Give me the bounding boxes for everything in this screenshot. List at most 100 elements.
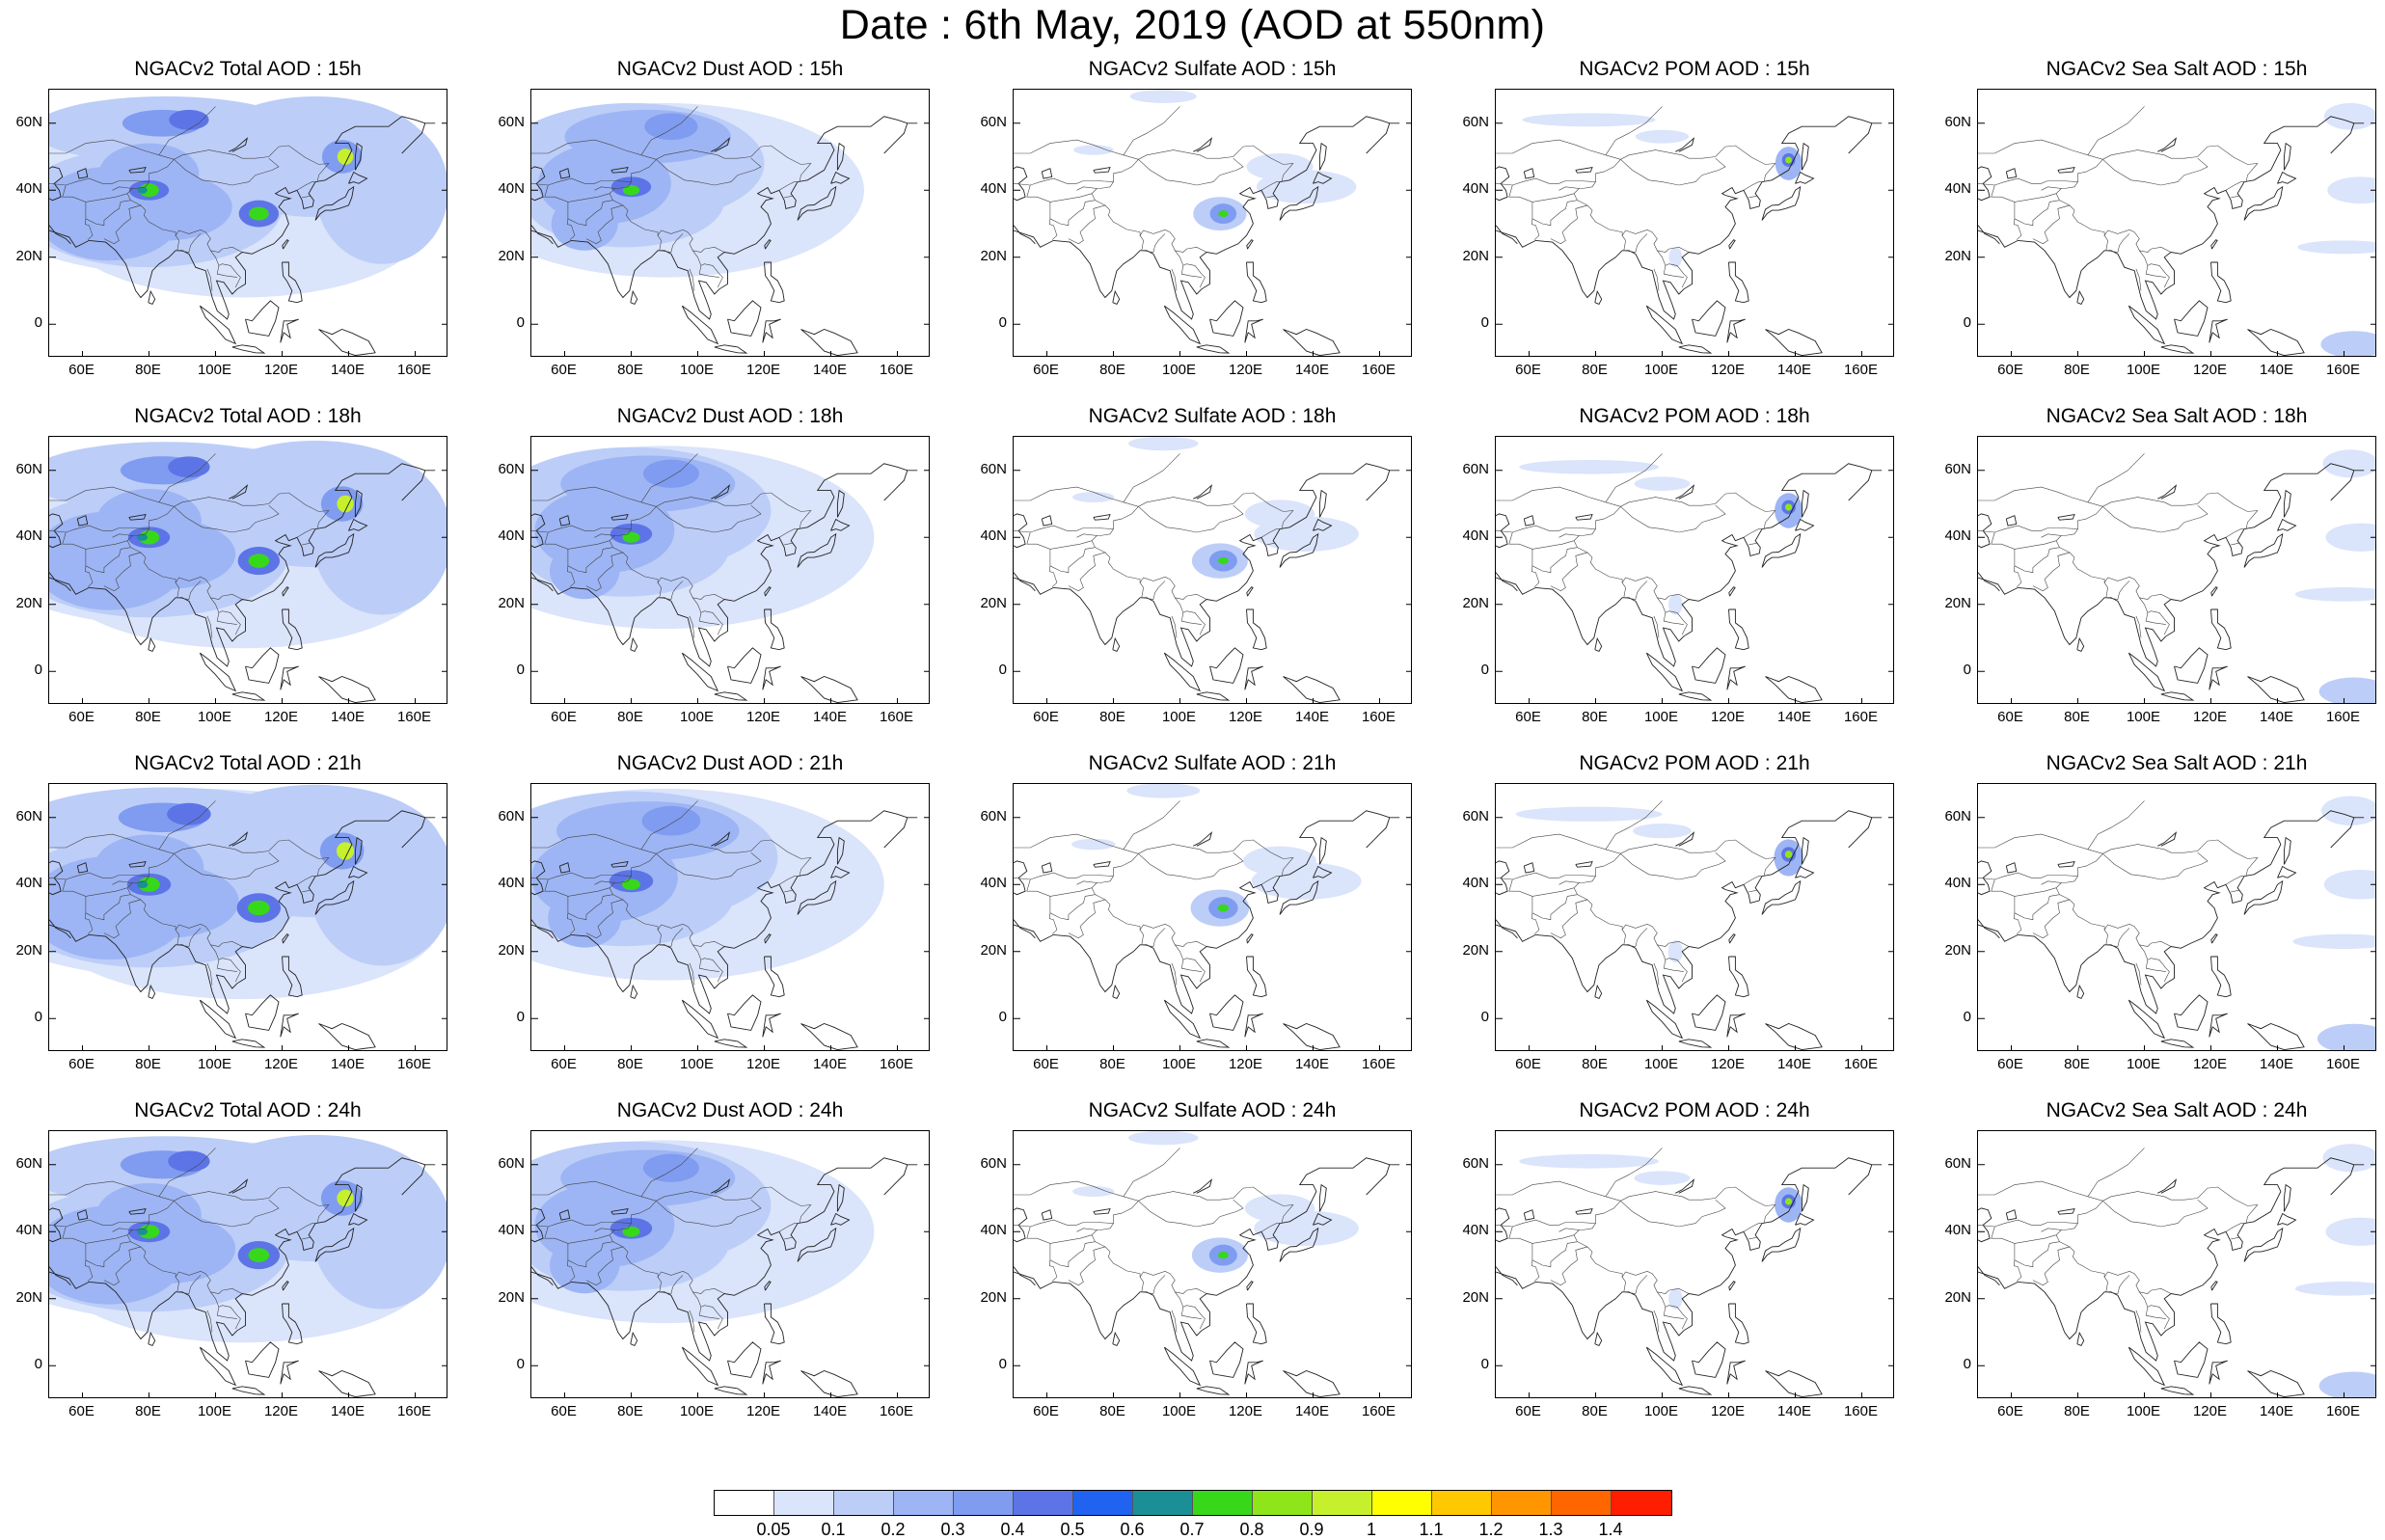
lon-label: 140E <box>1776 709 1812 725</box>
borders <box>531 106 812 291</box>
aod-field <box>531 102 864 278</box>
coastline <box>1313 518 1333 531</box>
lon-label: 140E <box>1776 362 1812 378</box>
lon-label: 120E <box>745 362 781 378</box>
aod-field <box>2294 449 2375 703</box>
aod-cell <box>1129 90 1197 103</box>
border <box>1123 106 1180 155</box>
map-panel-dust-15h: NGACv2 Dust AOD : 15h 60N 40N 20N 0 60E 80E 100… <box>498 58 930 386</box>
aod-cell <box>2294 1282 2375 1296</box>
coastlines <box>531 463 918 703</box>
coastline <box>1496 463 1872 667</box>
borders <box>1978 800 2259 986</box>
lon-label: 100E <box>1643 362 1679 378</box>
coastline <box>1209 647 1244 684</box>
lon-label: 80E <box>617 362 643 378</box>
map-panel-seasalt-18h: NGACv2 Sea Salt AOD : 18h 60N 40N 20N 0 60E 80… <box>1944 405 2376 733</box>
lon-label: 160E <box>1843 709 1879 725</box>
lat-label: 40N <box>980 875 1007 892</box>
coastlines <box>1014 116 1400 356</box>
coastline <box>1318 836 1327 865</box>
lon-label: 120E <box>1710 709 1746 725</box>
border <box>1068 1246 1207 1294</box>
border <box>1550 204 1690 253</box>
coastline <box>1163 305 1202 345</box>
border <box>1138 851 1244 880</box>
aod-cell <box>1243 846 1316 877</box>
coastlines <box>49 116 436 356</box>
colorbar-swatch <box>1133 1491 1193 1515</box>
border <box>210 944 241 983</box>
border <box>1508 1226 1580 1244</box>
coastline <box>1728 586 1736 597</box>
lat-label: 0 <box>998 662 1007 679</box>
lat-label: 20N <box>498 247 525 264</box>
map-frame <box>530 783 930 1051</box>
coastline <box>2128 305 2166 345</box>
border <box>2145 612 2166 625</box>
coastline <box>49 225 71 245</box>
border <box>1180 265 1202 278</box>
lat-label: 0 <box>34 662 42 679</box>
coastline <box>2005 1209 2018 1221</box>
border <box>1175 1291 1206 1330</box>
coastline <box>1246 933 1254 944</box>
lon-label: 80E <box>1582 709 1608 725</box>
coastline <box>1675 484 1695 500</box>
coastline <box>1726 665 1746 690</box>
aod-cell <box>2325 1217 2375 1246</box>
border <box>1123 800 1180 850</box>
lat-label: 40N <box>1944 527 1971 545</box>
coastline <box>836 489 845 518</box>
lon-label: 100E <box>1643 709 1679 725</box>
border <box>49 1201 175 1228</box>
lon-label: 160E <box>879 709 914 725</box>
coastline <box>531 513 546 549</box>
aod-cell <box>337 495 354 513</box>
border <box>2103 581 2130 600</box>
border <box>210 250 241 288</box>
lon-label: 80E <box>617 709 643 725</box>
coastline <box>1978 919 2000 939</box>
aod-field <box>2297 102 2375 356</box>
border <box>656 851 762 880</box>
borders <box>531 800 812 986</box>
lon-label: 100E <box>679 1403 715 1419</box>
aod-field <box>531 1140 875 1324</box>
coastline <box>531 1266 554 1286</box>
coastline <box>49 463 425 667</box>
lon-label: 160E <box>1843 362 1879 378</box>
coastline <box>2283 1183 2291 1212</box>
lon-label: 60E <box>1033 1403 1059 1419</box>
aod-cell <box>560 455 736 512</box>
border <box>2087 453 2145 502</box>
coastline <box>49 919 71 939</box>
coastline <box>2005 862 2018 874</box>
coastline <box>1496 225 1518 245</box>
border <box>1175 250 1206 288</box>
lon-label: 140E <box>2259 1403 2294 1419</box>
lat-label: 0 <box>516 1009 525 1026</box>
border <box>1097 181 1114 189</box>
lon-label: 160E <box>2325 709 2361 725</box>
aod-cell <box>1073 145 1114 155</box>
border <box>784 542 793 546</box>
coastline <box>1594 289 1603 305</box>
lon-label: 120E <box>1710 1056 1746 1072</box>
coastline <box>1645 999 1684 1040</box>
coastlines <box>1978 463 2365 703</box>
coastline <box>558 168 571 179</box>
coastline <box>2210 608 2232 651</box>
border <box>62 878 133 897</box>
lon-label: 100E <box>1161 709 1197 725</box>
coastlines <box>1978 116 2365 356</box>
colorbar-label: 0.8 <box>1239 1520 1264 1539</box>
coastline <box>245 300 280 337</box>
coastlines <box>1496 810 1883 1050</box>
map-panel-dust-24h: NGACv2 Dust AOD : 24h 60N 40N 20N 0 60E 80E 100… <box>498 1099 930 1427</box>
coastline <box>1246 1303 1267 1345</box>
lon-label: 120E <box>263 1403 299 1419</box>
map-canvas <box>1496 106 1893 356</box>
coastline <box>128 514 147 521</box>
lon-label: 120E <box>1228 709 1263 725</box>
